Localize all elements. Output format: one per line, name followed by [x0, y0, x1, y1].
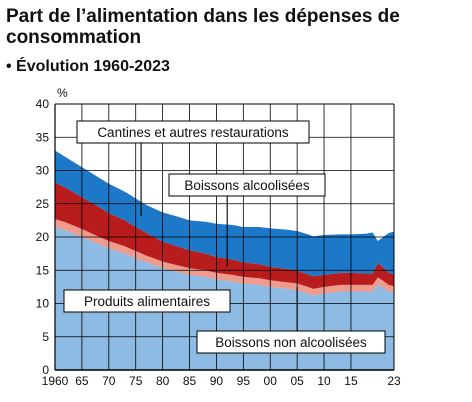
- annotation-label: Produits alimentaires: [84, 294, 210, 309]
- chart-subtitle: • Évolution 1960-2023: [6, 58, 170, 75]
- x-tick-label: 65: [75, 374, 89, 388]
- x-tick-label: 23: [387, 374, 401, 388]
- x-tick-label: 85: [183, 374, 197, 388]
- annotation-label: Boissons alcoolisées: [184, 178, 310, 193]
- annotation-layer: Cantines et autres restaurations Boissons…: [63, 120, 386, 354]
- area-cantines-et-autres-restaurations: [55, 150, 394, 277]
- area-boissons-non-alcoolisees: [55, 219, 394, 296]
- x-tick-label: 1960: [42, 374, 69, 388]
- y-tick-label: 30: [36, 164, 50, 178]
- y-tick-label: 40: [36, 97, 50, 111]
- annotation-box: [168, 173, 326, 197]
- y-tick-label: 10: [36, 297, 50, 311]
- annotation: Cantines et autres restaurations: [76, 120, 310, 216]
- y-axis-unit: %: [57, 86, 68, 100]
- x-tick-label: 15: [344, 374, 358, 388]
- y-tick-label: 5: [42, 330, 49, 344]
- annotation-label: Boissons non alcoolisées: [215, 335, 367, 350]
- axes-layer: [54, 103, 395, 371]
- annotation-box: [63, 289, 231, 313]
- area-boissons-alcoolisees: [55, 182, 394, 289]
- x-tick-label: 70: [102, 374, 116, 388]
- annotation-box: [76, 120, 310, 144]
- y-tick-label: 20: [36, 230, 50, 244]
- x-tick-label: 90: [210, 374, 224, 388]
- annotation: Boissons alcoolisées: [168, 173, 326, 267]
- x-tick-label: 00: [264, 374, 278, 388]
- y-tick-label: 25: [36, 197, 50, 211]
- annotation: Produits alimentaires: [63, 289, 231, 313]
- x-tick-label: 80: [156, 374, 170, 388]
- chart-title: Part de l’alimentation dans les dépenses…: [6, 6, 400, 48]
- y-tick-label: 35: [36, 130, 50, 144]
- x-tick-label: 75: [129, 374, 143, 388]
- y-tick-label: 0: [42, 363, 49, 377]
- x-tick-label: 05: [290, 374, 304, 388]
- y-tick-label: 15: [36, 263, 50, 277]
- annotation-label: Cantines et autres restaurations: [97, 125, 289, 140]
- x-tick-label: 10: [317, 374, 331, 388]
- annotation-box: [196, 330, 386, 354]
- annotation: Boissons non alcoolisées: [196, 286, 386, 354]
- x-tick-label: 95: [237, 374, 251, 388]
